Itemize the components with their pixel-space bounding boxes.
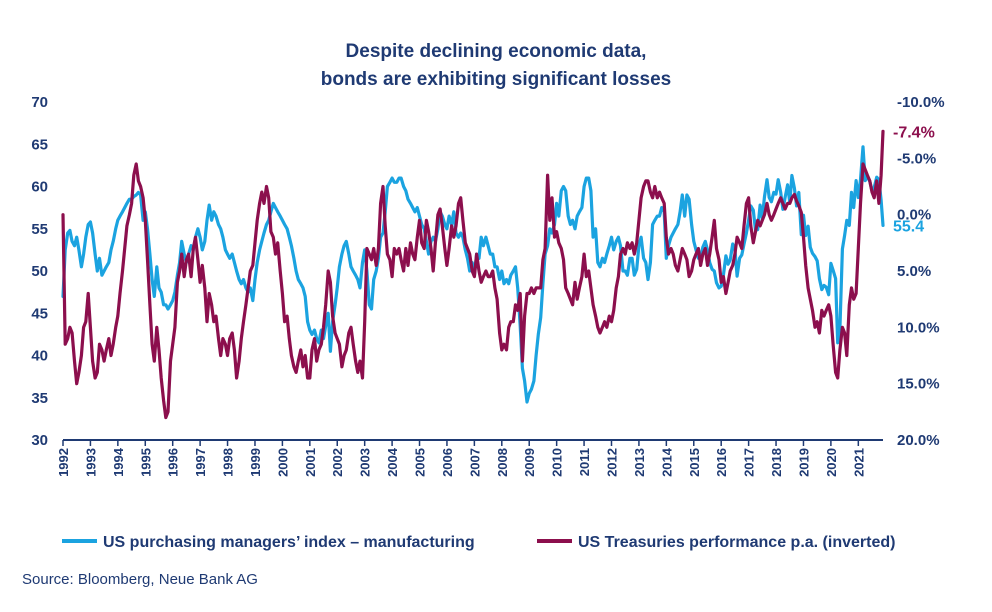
y-left-tick-label: 30 <box>31 432 48 449</box>
x-tick-label: 1993 <box>83 448 98 477</box>
y-left-tick-label: 40 <box>31 348 48 365</box>
annotations: 55.4 -7.4% <box>893 124 935 235</box>
y-left-tick-label: 35 <box>31 390 48 407</box>
x-tick-label: 2001 <box>303 448 318 477</box>
pmi-last-value-label: 55.4 <box>893 218 924 235</box>
y-left-tick-label: 60 <box>31 179 48 196</box>
y-right-tick-label: 10.0% <box>897 319 940 336</box>
x-tick-label: 2003 <box>358 448 373 477</box>
x-tick-label: 2004 <box>385 447 400 477</box>
x-tick-label: 1997 <box>193 448 208 477</box>
x-tick-label: 2006 <box>440 448 455 477</box>
y-right-tick-label: -10.0% <box>897 94 945 111</box>
x-tick-label: 2007 <box>467 448 482 477</box>
axes: 30 35 40 45 50 55 60 65 70 -10.0% -5.0% 0.0% 5.0% 10.… <box>31 94 944 477</box>
treasuries-last-value-label: -7.4% <box>893 124 935 141</box>
x-tick-label: 2019 <box>796 448 811 477</box>
series-line-treasuries <box>61 129 885 420</box>
x-tick-label: 2005 <box>413 448 428 477</box>
x-tick-label: 2016 <box>714 448 729 477</box>
y-left-tick-label: 55 <box>31 221 48 238</box>
chart-title-line-1: Despite declining economic data, <box>346 41 647 62</box>
legend: US purchasing managers’ index – manufact… <box>62 534 895 551</box>
x-tick-label: 2014 <box>659 447 674 477</box>
x-tick-label: 2012 <box>604 448 619 477</box>
legend-label-pmi: US purchasing managers’ index – manufact… <box>103 534 475 551</box>
legend-label-treasuries: US Treasuries performance p.a. (inverted… <box>578 534 895 551</box>
x-tick-label: 2009 <box>522 448 537 477</box>
x-tick-label: 2002 <box>330 448 345 477</box>
y-right-tick-label: 0.0% <box>897 207 931 224</box>
x-tick-label: 2021 <box>851 448 866 477</box>
x-tick-label: 2020 <box>824 448 839 477</box>
x-tick-label: 1995 <box>138 448 153 477</box>
x-tick-label: 2008 <box>495 448 510 477</box>
x-tick-label: 1992 <box>56 448 71 477</box>
series-layer <box>61 129 885 420</box>
y-right-tick-label: 5.0% <box>897 263 931 280</box>
x-tick-label: 1998 <box>221 448 236 477</box>
source-note: Source: Bloomberg, Neue Bank AG <box>22 571 258 588</box>
y-right-tick-label: 20.0% <box>897 432 940 449</box>
y-left-tick-label: 70 <box>31 94 48 111</box>
y-left-tick-label: 50 <box>31 263 48 280</box>
x-tick-label: 2010 <box>550 448 565 477</box>
y-left-tick-label: 45 <box>31 305 48 322</box>
x-tick-label: 2017 <box>742 448 757 477</box>
y-right-tick-label: -5.0% <box>897 150 936 167</box>
x-tick-label: 2013 <box>632 448 647 477</box>
x-tick-label: 2000 <box>275 448 290 477</box>
x-tick-label: 2018 <box>769 448 784 477</box>
x-tick-label: 2015 <box>687 448 702 477</box>
x-tick-label: 1999 <box>248 448 263 477</box>
chart-title-line-2: bonds are exhibiting significant losses <box>321 69 672 90</box>
x-tick-label: 1996 <box>166 448 181 477</box>
y-right-tick-label: 15.0% <box>897 376 940 393</box>
y-left-tick-label: 65 <box>31 136 48 153</box>
x-tick-label: 1994 <box>111 447 126 477</box>
x-tick-label: 2011 <box>577 448 592 476</box>
